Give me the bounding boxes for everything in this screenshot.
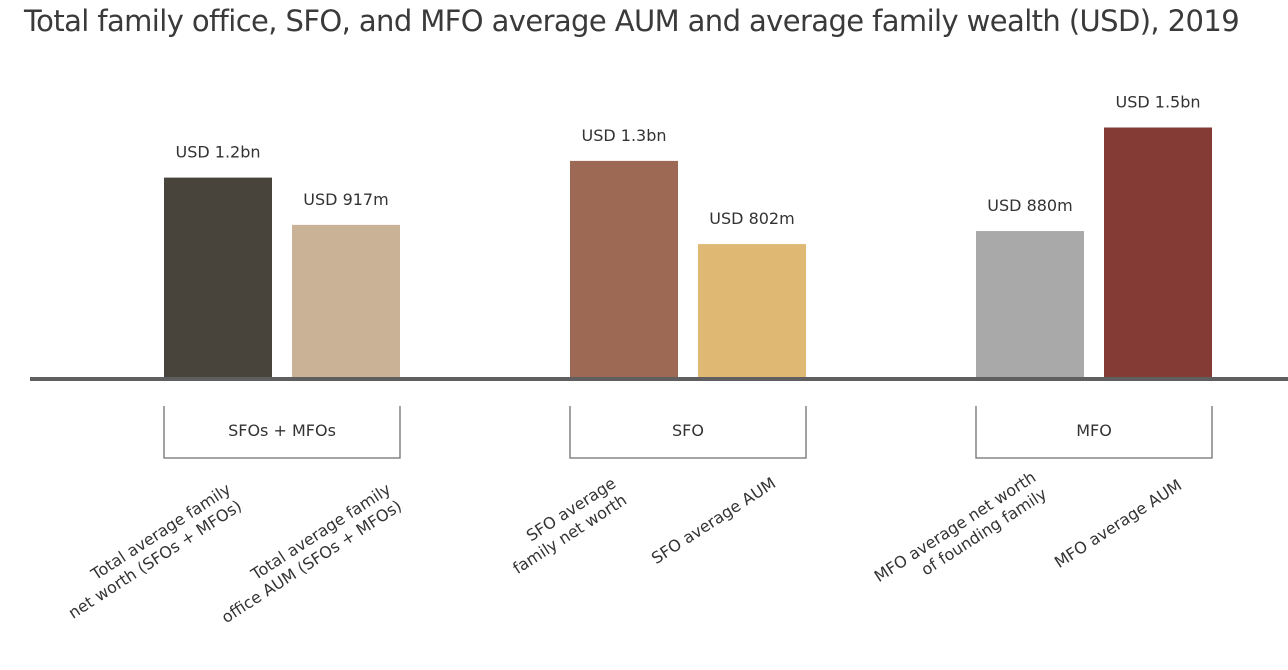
category-label-line: SFO average AUM bbox=[648, 473, 779, 567]
bar bbox=[570, 160, 678, 378]
category-label-line: office AUM (SFOs + MFOs) bbox=[218, 496, 405, 627]
category-label: MFO average net worthof founding family bbox=[871, 467, 1050, 602]
bar-value-label: USD 917m bbox=[303, 190, 388, 209]
bar-value-label: USD 1.3bn bbox=[581, 126, 666, 145]
category-label: SFO average AUM bbox=[648, 473, 779, 567]
bar-value-label: USD 802m bbox=[709, 209, 794, 228]
category-label-line: MFO average AUM bbox=[1051, 475, 1185, 571]
bar-value-label: USD 880m bbox=[987, 196, 1072, 215]
category-label: MFO average AUM bbox=[1051, 475, 1185, 571]
bar bbox=[164, 177, 272, 378]
group-bracket bbox=[163, 406, 401, 459]
bar bbox=[292, 224, 400, 378]
group-bracket bbox=[975, 406, 1213, 459]
group-label: SFO bbox=[672, 421, 704, 440]
bar bbox=[1104, 127, 1212, 378]
group-label: SFOs + MFOs bbox=[228, 421, 336, 440]
category-label-line: net worth (SFOs + MFOs) bbox=[65, 496, 245, 622]
category-label: Total average familynet worth (SFOs + MF… bbox=[54, 479, 245, 622]
bar bbox=[976, 231, 1084, 378]
group-label: MFO bbox=[1076, 421, 1112, 440]
bar bbox=[698, 244, 806, 378]
bar-value-label: USD 1.2bn bbox=[175, 143, 260, 162]
chart-title: Total family office, SFO, and MFO averag… bbox=[24, 4, 1240, 38]
category-label: SFO averagefamily net worth bbox=[498, 473, 630, 577]
bar-value-label: USD 1.5bn bbox=[1115, 93, 1200, 112]
group-bracket bbox=[569, 406, 807, 459]
category-label-line: MFO average net worth bbox=[871, 467, 1039, 586]
